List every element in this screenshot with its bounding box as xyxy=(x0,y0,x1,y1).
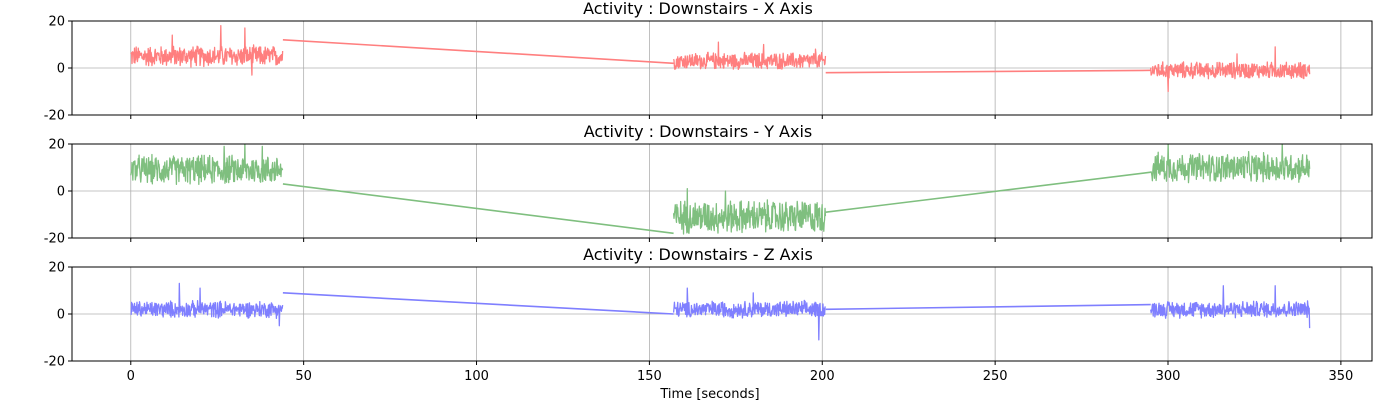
x-tick-label: 300 xyxy=(1156,369,1181,384)
series-connector-line xyxy=(825,303,1151,311)
x-axis-label: Time [seconds] xyxy=(659,387,759,400)
plot-area xyxy=(130,144,1311,235)
series-signal-line xyxy=(672,188,827,235)
y-tick-label: 20 xyxy=(48,138,65,153)
y-tick-label: 20 xyxy=(48,261,65,276)
series-signal-line xyxy=(1150,144,1311,184)
x-tick-label: 100 xyxy=(464,369,489,384)
series-connector-line xyxy=(282,292,674,315)
y-tick-label: 0 xyxy=(57,308,65,323)
series-signal-line xyxy=(130,144,284,186)
series-signal-line xyxy=(672,41,827,71)
subplot-1: 20 0 -20 Activity : Downstairs - X Axis xyxy=(44,0,1373,124)
plot-area xyxy=(130,25,1311,93)
series-connector-line xyxy=(825,69,1151,74)
subplot-title: Activity : Downstairs - X Axis xyxy=(583,0,813,18)
series-connector-line xyxy=(282,39,674,65)
y-tick-label: -20 xyxy=(44,109,65,124)
series-signal-line xyxy=(130,282,284,327)
x-tick-label: 150 xyxy=(637,369,662,384)
subplot-title: Activity : Downstairs - Y Axis xyxy=(584,122,813,141)
series-connector-line xyxy=(282,183,674,235)
subplot-title: Activity : Downstairs - Z Axis xyxy=(583,245,813,264)
x-tick-label: 200 xyxy=(810,369,835,384)
series-signal-line xyxy=(130,25,284,76)
x-tick-label: 50 xyxy=(295,369,312,384)
subplot-2: 20 0 -20 Activity : Downstairs - Y Axis xyxy=(44,122,1373,247)
series-connector-line xyxy=(825,171,1151,213)
y-tick-label: -20 xyxy=(44,355,65,370)
plot-area xyxy=(130,282,1311,341)
series-signal-line xyxy=(672,287,826,341)
x-tick-label: 0 xyxy=(127,369,135,384)
series-signal-line xyxy=(1150,46,1311,93)
y-tick-label: 0 xyxy=(57,185,65,200)
series-signal-line xyxy=(1150,285,1311,329)
x-tick-label: 250 xyxy=(983,369,1008,384)
y-tick-label: 0 xyxy=(57,62,65,77)
y-tick-label: -20 xyxy=(44,232,65,247)
x-tick-label: 350 xyxy=(1328,369,1353,384)
y-tick-label: 20 xyxy=(48,15,65,30)
